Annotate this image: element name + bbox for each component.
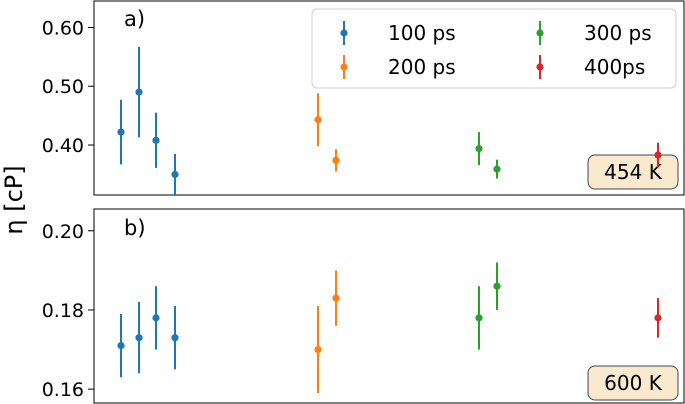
panel-a: 0.40 0.50 0.60 a) 454 K — [42, 0, 685, 196]
data-point-100-ps — [171, 334, 179, 342]
data-point-400ps — [654, 151, 662, 159]
data-point-100-ps — [135, 88, 143, 96]
data-point-400ps — [654, 314, 662, 322]
data-point-100-ps — [117, 341, 125, 350]
data-point-200-ps — [332, 156, 340, 164]
data-point-300-ps — [475, 314, 483, 322]
data-point-300-ps — [475, 144, 483, 153]
legend-marker-200-ps — [340, 63, 348, 71]
panel-b: 0.16 0.18 0.20 b) 600 K — [42, 208, 685, 404]
data-point-100-ps — [152, 314, 160, 322]
data-point-200-ps — [314, 116, 322, 124]
legend-label-200-ps: 200 ps — [388, 55, 456, 79]
legend-label-400ps: 400ps — [584, 55, 645, 79]
panel-label: a) — [124, 7, 145, 31]
temperature-box — [587, 365, 679, 401]
y-tick-label: 0.16 — [42, 379, 84, 401]
y-tick-label: 0.20 — [42, 221, 84, 243]
axes-frame — [93, 0, 685, 196]
data-point-100-ps — [135, 334, 143, 342]
y-tick-label: 0.50 — [42, 76, 84, 98]
data-point-300-ps — [493, 165, 501, 173]
y-axis-label: η [cP] — [0, 165, 28, 234]
y-tick-label: 0.18 — [42, 300, 84, 322]
y-tick-label: 0.40 — [42, 135, 84, 157]
legend: 100 ps 200 ps 300 ps 400ps — [311, 8, 677, 89]
data-point-100-ps — [117, 128, 125, 136]
y-tick-label: 0.60 — [42, 17, 84, 39]
temperature-label: 600 K — [604, 371, 663, 395]
temperature-label: 454 K — [604, 160, 663, 184]
temperature-box — [587, 154, 679, 190]
legend-box — [311, 8, 677, 89]
data-point-100-ps — [171, 170, 179, 179]
data-point-200-ps — [314, 345, 322, 354]
data-point-100-ps — [152, 136, 160, 144]
axes-frame — [93, 208, 685, 404]
legend-marker-300-ps — [536, 29, 544, 37]
legend-marker-100-ps — [340, 29, 348, 37]
legend-label-300-ps: 300 ps — [584, 21, 652, 45]
data-point-300-ps — [493, 282, 501, 290]
data-point-200-ps — [332, 294, 340, 302]
legend-label-100-ps: 100 ps — [388, 21, 456, 45]
legend-marker-400ps — [536, 63, 544, 71]
panel-label: b) — [124, 216, 146, 240]
